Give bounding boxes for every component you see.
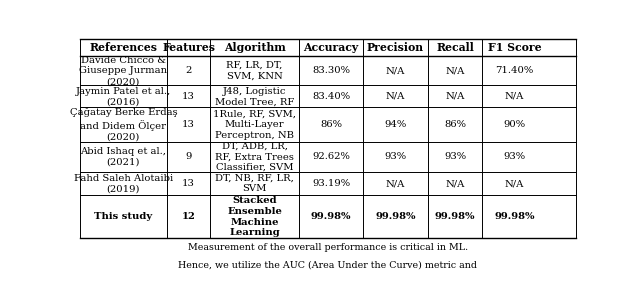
Text: Fahd Saleh Alotaibi
(2019): Fahd Saleh Alotaibi (2019) xyxy=(74,174,173,193)
Text: F1 Score: F1 Score xyxy=(488,42,541,53)
Text: 13: 13 xyxy=(182,179,195,188)
Text: N/A: N/A xyxy=(386,67,405,75)
Text: 99.98%: 99.98% xyxy=(375,212,416,221)
Text: Abid Ishaq et al.,
(2021): Abid Ishaq et al., (2021) xyxy=(81,147,166,167)
Text: This study: This study xyxy=(94,212,152,221)
Text: 93%: 93% xyxy=(385,152,406,161)
Text: 13: 13 xyxy=(182,92,195,101)
Text: Features: Features xyxy=(162,42,215,53)
Text: N/A: N/A xyxy=(445,92,465,101)
Text: 93%: 93% xyxy=(504,152,525,161)
Text: N/A: N/A xyxy=(386,92,405,101)
Text: Recall: Recall xyxy=(436,42,474,53)
Text: N/A: N/A xyxy=(445,179,465,188)
Text: 71.40%: 71.40% xyxy=(495,67,534,75)
Text: 86%: 86% xyxy=(444,120,466,129)
Text: DT, ADB, LR,
RF, Extra Trees
Classifier, SVM: DT, ADB, LR, RF, Extra Trees Classifier,… xyxy=(215,142,294,172)
Text: 1Rule, RF, SVM,
Multi-Layer
Perceptron, NB: 1Rule, RF, SVM, Multi-Layer Perceptron, … xyxy=(213,109,296,140)
Text: Jaymin Patel et al.,
(2016): Jaymin Patel et al., (2016) xyxy=(76,87,171,106)
Text: 93.19%: 93.19% xyxy=(312,179,350,188)
Text: N/A: N/A xyxy=(505,179,524,188)
Text: 99.98%: 99.98% xyxy=(435,212,476,221)
Text: 2: 2 xyxy=(186,67,192,75)
Text: Precision: Precision xyxy=(367,42,424,53)
Text: 13: 13 xyxy=(182,120,195,129)
Text: DT, NB, RF, LR,
SVM: DT, NB, RF, LR, SVM xyxy=(215,174,294,193)
Text: Algorithm: Algorithm xyxy=(224,42,285,53)
Text: 86%: 86% xyxy=(320,120,342,129)
Text: 99.98%: 99.98% xyxy=(494,212,535,221)
Text: 92.62%: 92.62% xyxy=(312,152,350,161)
Text: References: References xyxy=(90,42,157,53)
Text: Hence, we utilize the AUC (Area Under the Curve) metric and: Hence, we utilize the AUC (Area Under th… xyxy=(179,261,477,269)
Text: 90%: 90% xyxy=(504,120,525,129)
Text: N/A: N/A xyxy=(505,92,524,101)
Text: N/A: N/A xyxy=(386,179,405,188)
Text: 99.98%: 99.98% xyxy=(311,212,351,221)
Text: 83.30%: 83.30% xyxy=(312,67,350,75)
Text: J48, Logistic
Model Tree, RF: J48, Logistic Model Tree, RF xyxy=(215,87,294,106)
Text: 9: 9 xyxy=(186,152,192,161)
Text: N/A: N/A xyxy=(445,67,465,75)
Text: 83.40%: 83.40% xyxy=(312,92,350,101)
Text: 93%: 93% xyxy=(444,152,466,161)
Text: Çağatay Berke Erdaş
and Didem Ölçer
(2020): Çağatay Berke Erdaş and Didem Ölçer (202… xyxy=(70,108,177,141)
Text: Davide Chicco &
Giuseppe Jurman
(2020): Davide Chicco & Giuseppe Jurman (2020) xyxy=(79,56,168,86)
Text: Stacked
Ensemble
Machine
Learning: Stacked Ensemble Machine Learning xyxy=(227,196,282,237)
Text: 94%: 94% xyxy=(385,120,406,129)
Text: 12: 12 xyxy=(182,212,196,221)
Text: Measurement of the overall performance is critical in ML.: Measurement of the overall performance i… xyxy=(188,243,468,252)
Text: Accuracy: Accuracy xyxy=(303,42,358,53)
Text: RF, LR, DT,
SVM, KNN: RF, LR, DT, SVM, KNN xyxy=(227,61,283,81)
